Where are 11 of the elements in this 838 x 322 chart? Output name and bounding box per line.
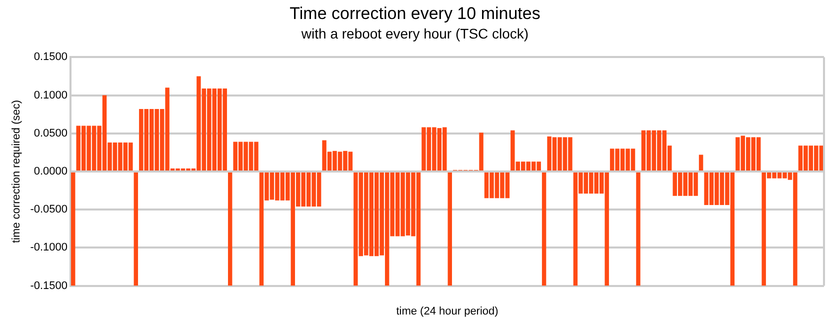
y-tick-label: 0.1000: [34, 89, 68, 102]
y-axis-title: time correction required (sec): [10, 100, 23, 244]
y-tick-label: -0.1500: [30, 280, 68, 292]
y-tick-label: 0.0500: [34, 127, 68, 140]
y-tick-label: 0.1500: [34, 51, 68, 64]
y-tick-label: 0.0000: [34, 166, 68, 178]
x-axis-title: time (24 hour period): [396, 305, 498, 318]
y-tick-label: -0.0500: [30, 204, 68, 216]
y-tick-label: -0.1000: [30, 242, 68, 254]
chart-title: Time correction every 10 minutes: [290, 4, 540, 23]
chart-subtitle: with a reboot every hour (TSC clock): [300, 26, 529, 42]
